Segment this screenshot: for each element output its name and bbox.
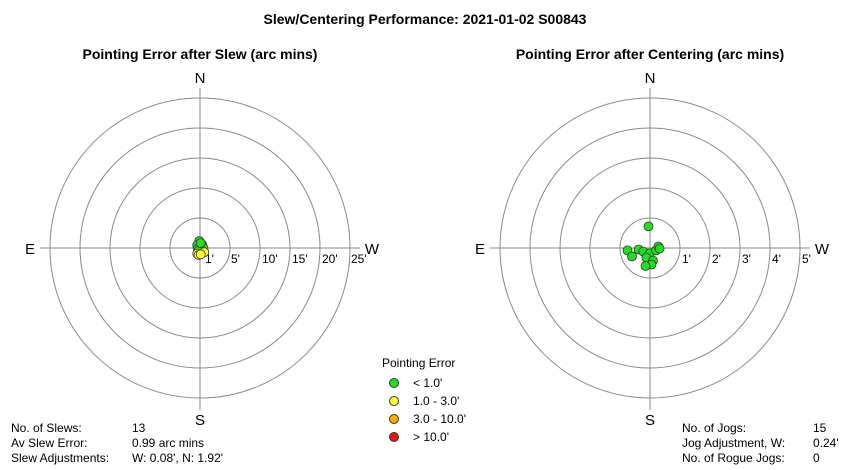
stats-value: 13 [132, 421, 146, 435]
stats-value: 0.99 arc mins [132, 436, 205, 450]
centering-chart-title: Pointing Error after Centering (arc mins… [516, 46, 784, 62]
data-point [654, 243, 665, 254]
legend-swatch-orange [389, 414, 399, 424]
slew-south-label: S [195, 412, 205, 429]
stats-row: Jog Adjustment, W: 0.24' [682, 436, 839, 451]
data-point [195, 238, 206, 249]
slew-north-label: N [195, 70, 206, 87]
legend: Pointing Error < 1.0' 1.0 - 3.0' 3.0 - 1… [382, 356, 466, 446]
stats-value: 0.24' [813, 436, 839, 450]
stats-label: No. of Slews: [11, 421, 82, 435]
legend-label: 1.0 - 3.0' [413, 394, 460, 408]
legend-item: 1.0 - 3.0' [382, 392, 466, 410]
stats-label: Jog Adjustment, W: [682, 436, 786, 450]
ring-tick-label: 4' [772, 252, 781, 266]
stats-label: No. of Rogue Jogs: [682, 451, 785, 465]
legend-title: Pointing Error [382, 356, 456, 370]
ring-tick-label: 1' [205, 252, 214, 266]
stats-row: Av Slew Error: 0.99 arc mins [11, 436, 223, 451]
slew-tick-labels: 1' 5' 10' 15' 20' 25' [205, 252, 367, 266]
slew-east-label: E [25, 241, 35, 258]
data-point [627, 251, 637, 262]
stats-row: No. of Rogue Jogs: 0 [682, 451, 839, 466]
slew-chart-title: Pointing Error after Slew (arc mins) [83, 46, 318, 62]
data-point [643, 221, 654, 232]
stats-value: 15 [813, 421, 827, 435]
stats-label: No. of Jogs: [682, 421, 747, 435]
slew-west-label: W [365, 241, 380, 258]
stats-value: W: 0.08', N: 1.92' [132, 451, 224, 465]
page-title: Slew/Centering Performance: 2021-01-02 S… [264, 11, 587, 27]
ring-tick-label: 20' [322, 252, 338, 266]
ring-tick-label: 5' [231, 252, 240, 266]
slew-stats: No. of Slews: 13 Av Slew Error: 0.99 arc… [11, 421, 223, 466]
ring-tick-label: 10' [262, 252, 278, 266]
ring-tick-label: 15' [292, 252, 308, 266]
slew-points [192, 236, 210, 260]
centering-tick-labels: 1' 2' 3' 4' 5' [682, 252, 811, 266]
jog-stats: No. of Jogs: 15 Jog Adjustment, W: 0.24'… [682, 421, 839, 466]
data-point [195, 249, 206, 260]
ring-tick-label: 5' [802, 252, 811, 266]
stats-label: Av Slew Error: [11, 436, 88, 450]
legend-item: 3.0 - 10.0' [382, 410, 466, 428]
stats-row: No. of Slews: 13 [11, 421, 223, 436]
ring-tick-label: 1' [682, 252, 691, 266]
legend-swatch-yellow [389, 396, 399, 406]
data-point [640, 261, 651, 271]
legend-swatch-red [389, 432, 399, 442]
slew-chart: Pointing Error after Slew (arc mins) N S… [25, 46, 380, 429]
centering-chart: Pointing Error after Centering (arc mins… [475, 46, 830, 429]
stats-label: Slew Adjustments: [11, 451, 110, 465]
legend-item: < 1.0' [382, 374, 466, 392]
centering-points [622, 221, 665, 271]
centering-east-label: E [475, 241, 485, 258]
ring-tick-label: 2' [712, 252, 721, 266]
centering-north-label: N [645, 70, 656, 87]
legend-swatch-green [389, 378, 399, 388]
legend-item: > 10.0' [382, 428, 466, 446]
centering-west-label: W [815, 241, 830, 258]
legend-label: < 1.0' [413, 376, 443, 390]
ring-tick-label: 25' [351, 252, 367, 266]
stats-row: Slew Adjustments: W: 0.08', N: 1.92' [11, 451, 223, 466]
legend-label: > 10.0' [413, 430, 449, 444]
stats-row: No. of Jogs: 15 [682, 421, 839, 436]
centering-south-label: S [645, 412, 655, 429]
stats-value: 0 [813, 451, 820, 465]
ring-tick-label: 3' [742, 252, 751, 266]
legend-label: 3.0 - 10.0' [413, 412, 466, 426]
